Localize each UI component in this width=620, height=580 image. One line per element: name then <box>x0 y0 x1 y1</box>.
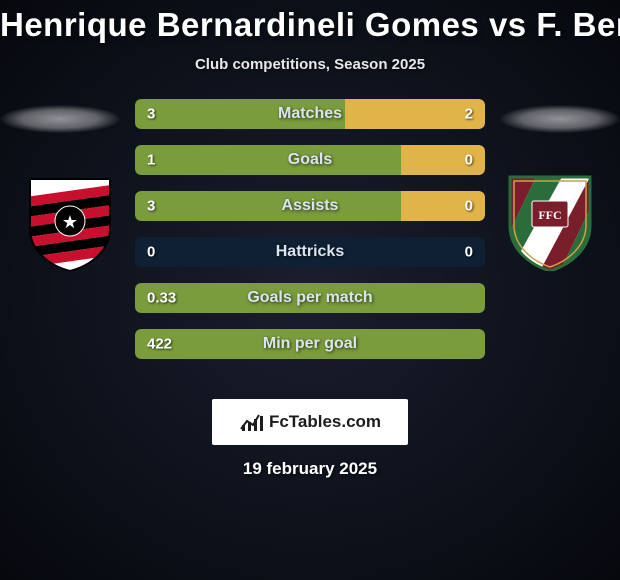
player-shadow-right <box>500 105 620 133</box>
stat-label: Matches <box>135 105 485 123</box>
stat-row: 10Goals <box>135 145 485 175</box>
branding-text: FcTables.com <box>269 412 381 432</box>
stat-label: Assists <box>135 197 485 215</box>
stat-label: Goals <box>135 151 485 169</box>
stat-label: Goals per match <box>135 289 485 307</box>
stat-rows: 32Matches 10Goals 30Assists 00Hattricks 0.33… <box>135 99 485 375</box>
crest-left: ★ <box>20 171 120 271</box>
player-shadow-left <box>0 105 120 133</box>
subtitle: Club competitions, Season 2025 <box>0 56 620 73</box>
stat-row: 0.33Goals per match <box>135 283 485 313</box>
stat-row: 32Matches <box>135 99 485 129</box>
branding-badge: FcTables.com <box>212 399 408 445</box>
stat-label: Min per goal <box>135 335 485 353</box>
stat-row: 422Min per goal <box>135 329 485 359</box>
stat-row: 30Assists <box>135 191 485 221</box>
crest-right: FFC <box>500 171 600 271</box>
stat-label: Hattricks <box>135 243 485 261</box>
branding-chart-icon <box>239 411 265 433</box>
svg-text:FFC: FFC <box>538 208 561 222</box>
comparison-stage: ★ FFC <box>0 91 620 391</box>
date-text: 19 february 2025 <box>0 459 620 479</box>
stat-row: 00Hattricks <box>135 237 485 267</box>
page-title: Henrique Bernardineli Gomes vs F. Bernal <box>0 0 620 44</box>
svg-text:★: ★ <box>62 212 78 232</box>
